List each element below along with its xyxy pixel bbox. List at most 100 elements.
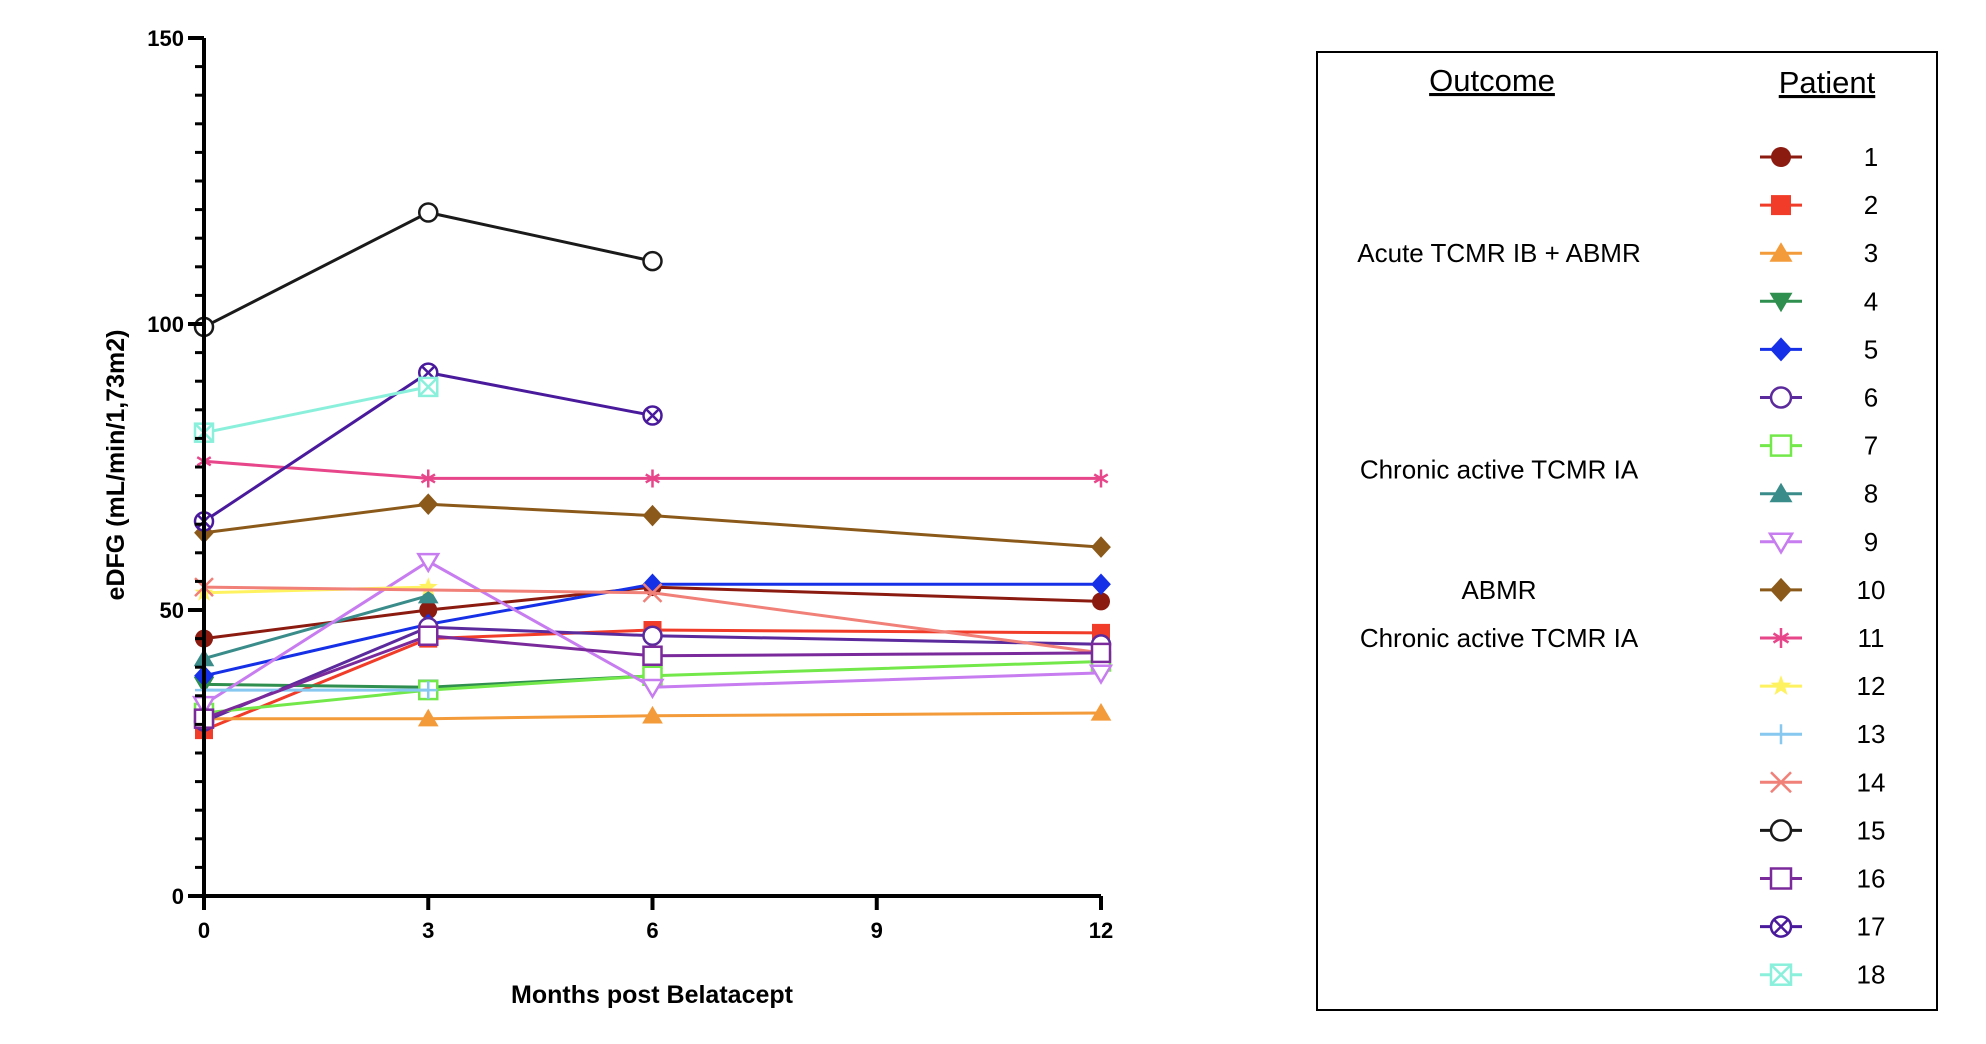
data-point xyxy=(418,376,439,398)
data-point xyxy=(642,504,663,527)
legend-item: 9 xyxy=(1760,527,1878,557)
legend-label: 18 xyxy=(1857,960,1886,990)
y-axis-label: eDFG (mL/min/1,73m2) xyxy=(102,330,130,601)
data-point xyxy=(642,582,663,603)
series-line xyxy=(203,585,1102,641)
data-point xyxy=(1770,675,1792,695)
x-tick-label: 12 xyxy=(1089,918,1113,943)
series-11 xyxy=(196,452,1109,488)
data-point xyxy=(1769,386,1793,409)
series-10 xyxy=(194,493,1111,558)
legend-item: 10 xyxy=(1760,575,1885,605)
legend-label: 15 xyxy=(1857,815,1886,845)
data-point xyxy=(418,202,439,223)
data-point xyxy=(1767,532,1795,555)
legend-item: 16 xyxy=(1760,864,1885,894)
legend-label: 14 xyxy=(1857,767,1886,797)
legend: Outcome Patient Acute TCMR IB + ABMR Chro… xyxy=(1316,51,1938,1011)
x-tick-label: 0 xyxy=(198,918,210,943)
data-point xyxy=(642,573,663,596)
data-point xyxy=(1770,577,1792,602)
y-tick-label: 100 xyxy=(147,312,184,337)
data-point xyxy=(642,405,663,426)
data-point xyxy=(417,585,439,604)
data-point xyxy=(1769,867,1793,890)
data-point xyxy=(1769,242,1793,262)
y-tick-label: 50 xyxy=(160,598,184,623)
data-point xyxy=(419,601,438,619)
data-point xyxy=(1092,592,1110,611)
data-point xyxy=(417,708,439,727)
axes: 0 50 100 150 0 3 6 9 12 xyxy=(147,26,1113,943)
legend-label: 2 xyxy=(1864,190,1878,220)
data-point xyxy=(1093,469,1109,488)
legend-item: 12 xyxy=(1760,671,1885,701)
legend-outcome-label: Acute TCMR IB + ABMR xyxy=(1357,238,1640,268)
legend-label: 3 xyxy=(1864,238,1878,268)
legend-label: 8 xyxy=(1864,479,1878,509)
legend-outcome-label: Chronic active TCMR IA xyxy=(1360,455,1639,485)
y-tick-label: 0 xyxy=(172,884,184,909)
legend-item: 1 xyxy=(1760,142,1878,172)
data-point xyxy=(1769,292,1793,313)
legend-label: 12 xyxy=(1857,671,1886,701)
data-point xyxy=(1769,482,1793,503)
series-3 xyxy=(193,703,1112,727)
series-line xyxy=(203,625,1102,723)
plot-area xyxy=(191,202,1114,740)
data-point xyxy=(1088,664,1114,685)
legend-label: 4 xyxy=(1864,286,1878,316)
data-point xyxy=(642,645,663,667)
legend-outcome-header: Outcome xyxy=(1429,63,1555,98)
data-point xyxy=(1769,819,1793,842)
series-line xyxy=(203,582,1101,678)
legend-item: 6 xyxy=(1760,383,1878,413)
legend-label: 7 xyxy=(1864,431,1878,461)
data-point xyxy=(1769,915,1793,938)
series-line xyxy=(203,385,429,435)
data-point xyxy=(1769,963,1793,986)
data-point xyxy=(1770,771,1792,794)
data-point xyxy=(418,577,438,596)
x-tick-label: 9 xyxy=(871,918,883,943)
data-point xyxy=(1771,195,1791,216)
legend-label: 9 xyxy=(1864,527,1878,557)
series-15 xyxy=(193,202,663,338)
legend-patient-header: Patient xyxy=(1779,65,1876,100)
legend-item: 7 xyxy=(1760,431,1878,461)
legend-outcome-label: Chronic active TCMR IA xyxy=(1360,623,1639,653)
legend-label: 13 xyxy=(1857,719,1886,749)
legend-outcome-label: ABMR xyxy=(1461,575,1536,605)
legend-item: 8 xyxy=(1760,479,1878,509)
legend-label: 11 xyxy=(1858,623,1885,653)
series-18 xyxy=(193,376,439,443)
data-point xyxy=(645,469,660,488)
data-point xyxy=(419,681,438,700)
data-point xyxy=(416,552,441,574)
x-tick-label: 3 xyxy=(422,918,434,943)
data-point xyxy=(1770,337,1792,362)
legend-item: 11 xyxy=(1760,623,1885,653)
data-point xyxy=(1090,703,1112,721)
legend-item: 3 xyxy=(1760,238,1878,268)
legend-label: 16 xyxy=(1857,864,1886,894)
legend-item: 13 xyxy=(1760,719,1885,749)
data-point xyxy=(642,705,663,724)
series-line xyxy=(203,634,1102,721)
legend-item: 15 xyxy=(1760,815,1885,845)
data-point xyxy=(642,250,663,272)
data-point xyxy=(418,625,439,646)
series-line xyxy=(204,711,1102,721)
legend-item: 14 xyxy=(1760,767,1885,797)
x-axis-label: Months post Belatacept xyxy=(511,981,794,1009)
series-line xyxy=(203,594,429,661)
data-point xyxy=(1772,628,1790,648)
legend-outcomes: Acute TCMR IB + ABMR Chronic active TCMR … xyxy=(1357,238,1640,653)
legend-label: 1 xyxy=(1864,142,1878,172)
data-point xyxy=(1769,434,1793,457)
legend-item: 5 xyxy=(1760,334,1878,364)
legend-box xyxy=(1316,51,1938,1011)
data-point xyxy=(1091,536,1111,558)
data-point xyxy=(642,625,663,646)
